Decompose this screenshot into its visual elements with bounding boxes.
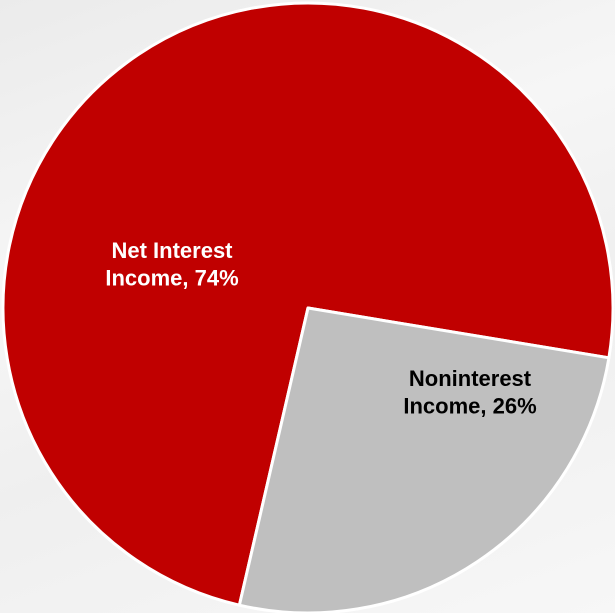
pie-labels: Net Interest Income, 74% Noninterest Income… bbox=[105, 238, 536, 419]
pie-label-noninterest-income: Noninterest Income, 26% bbox=[403, 366, 536, 419]
pie-label-net-interest-income: Net Interest Income, 74% bbox=[105, 238, 238, 291]
